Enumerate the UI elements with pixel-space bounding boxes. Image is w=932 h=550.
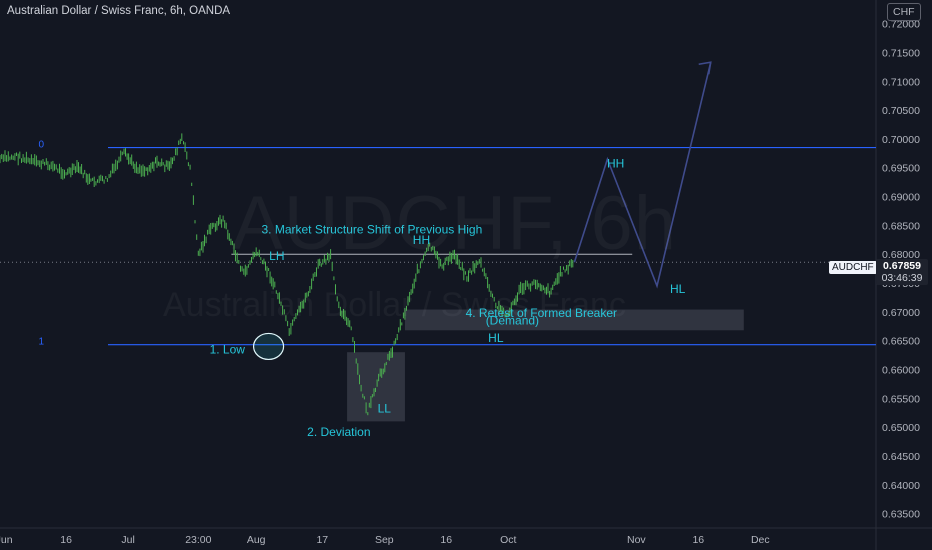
annotation-label: HL [670, 282, 686, 296]
annotation-label: LL [378, 402, 392, 416]
annotation-label: LH [269, 249, 284, 263]
y-tick-label: 0.66000 [882, 364, 920, 376]
y-tick-label: 0.71000 [882, 76, 920, 88]
deviation-zone [347, 352, 405, 422]
annotation-label: (Demand) [486, 314, 539, 328]
annotation-label: HL [488, 331, 504, 345]
projection-arrowhead [698, 61, 712, 75]
x-tick-label: Sep [375, 534, 394, 546]
demand-breaker-zone [404, 309, 744, 331]
annotation-label: HH [607, 157, 624, 171]
y-tick-label: 0.68500 [882, 220, 920, 232]
y-tick-label: 0.70500 [882, 105, 920, 117]
currency-badge[interactable]: CHF [887, 3, 921, 21]
fib-level-label: 0 [39, 140, 45, 151]
y-tick-label: 0.69500 [882, 163, 920, 175]
symbol-price-label: AUDCHF [829, 261, 877, 274]
y-tick-label: 0.63500 [882, 509, 920, 521]
y-tick-label: 0.70000 [882, 134, 920, 146]
x-tick-label: Jun [0, 534, 13, 546]
x-tick-label: Nov [627, 534, 646, 546]
annotation-label: 3. Market Structure Shift of Previous Hi… [262, 222, 483, 236]
y-tick-label: 0.64000 [882, 480, 920, 492]
y-tick-label: 0.68000 [882, 249, 920, 261]
x-tick-label: 17 [316, 534, 328, 546]
y-tick-label: 0.67000 [882, 307, 920, 319]
x-tick-label: 16 [692, 534, 704, 546]
annotation-label: 4. Retest of Formed Breaker [466, 306, 617, 320]
last-price-box: 0.67859 03:46:39 [876, 259, 928, 285]
bar-countdown: 03:46:39 [881, 272, 923, 284]
y-tick-label: 0.72000 [882, 19, 920, 31]
y-tick-label: 0.65000 [882, 422, 920, 434]
y-tick-label: 0.64500 [882, 451, 920, 463]
y-tick-label: 0.69000 [882, 192, 920, 204]
annotation-label: HH [413, 233, 430, 247]
chart-title: Australian Dollar / Swiss Franc, 6h, OAN… [7, 5, 231, 17]
x-tick-label: Jul [121, 534, 134, 546]
x-tick-label: 23:00 [185, 534, 211, 546]
last-price: 0.67859 [883, 260, 921, 272]
x-tick-label: 16 [60, 534, 72, 546]
y-tick-label: 0.71500 [882, 47, 920, 59]
x-tick-label: Oct [500, 534, 516, 546]
annotation-label: 2. Deviation [307, 425, 370, 439]
projection-path [573, 62, 712, 289]
x-tick-label: 16 [440, 534, 452, 546]
y-tick-label: 0.65500 [882, 393, 920, 405]
low-highlight-circle [252, 332, 285, 361]
y-tick-label: 0.66500 [882, 336, 920, 348]
x-tick-label: Aug [247, 534, 266, 546]
x-tick-label: Dec [751, 534, 770, 546]
annotation-label: 1. Low [210, 342, 246, 356]
fib-level-label: 1 [39, 337, 45, 348]
